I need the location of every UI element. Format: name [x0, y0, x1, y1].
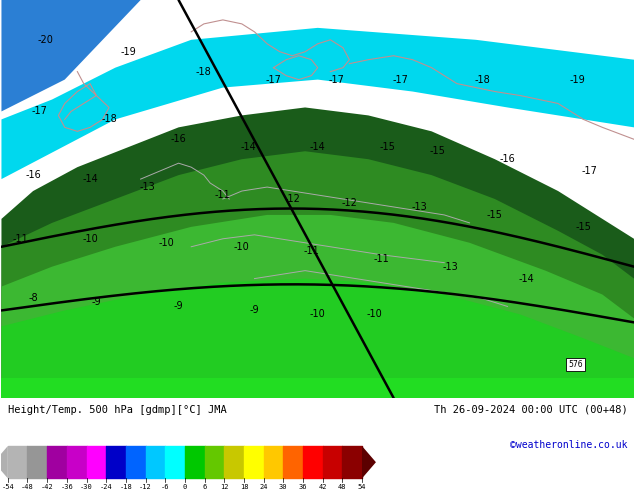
- Text: -14: -14: [240, 142, 256, 152]
- Text: -18: -18: [119, 484, 133, 490]
- Text: -10: -10: [234, 242, 250, 252]
- Text: -14: -14: [519, 273, 534, 284]
- Text: Th 26-09-2024 00:00 UTC (00+48): Th 26-09-2024 00:00 UTC (00+48): [434, 405, 628, 415]
- Polygon shape: [0, 446, 8, 478]
- Text: -17: -17: [266, 74, 281, 85]
- Text: -11: -11: [304, 246, 320, 256]
- Text: -10: -10: [310, 309, 326, 319]
- Text: -12: -12: [285, 194, 301, 204]
- Text: -9: -9: [174, 301, 183, 312]
- Text: 36: 36: [299, 484, 307, 490]
- Text: -11: -11: [215, 190, 231, 200]
- Text: -18: -18: [474, 74, 490, 85]
- Text: -24: -24: [100, 484, 113, 490]
- Text: -6: -6: [161, 484, 169, 490]
- Text: -10: -10: [158, 238, 174, 248]
- Text: -36: -36: [60, 484, 73, 490]
- Text: 54: 54: [358, 484, 366, 490]
- Text: -16: -16: [171, 134, 186, 144]
- Polygon shape: [1, 279, 634, 378]
- Text: -8: -8: [29, 294, 38, 303]
- Text: -30: -30: [80, 484, 93, 490]
- Polygon shape: [1, 378, 634, 398]
- Text: ©weatheronline.co.uk: ©weatheronline.co.uk: [510, 440, 628, 450]
- Text: -9: -9: [91, 297, 101, 308]
- Text: -15: -15: [487, 210, 503, 220]
- Text: -18: -18: [196, 67, 212, 76]
- Text: 30: 30: [279, 484, 288, 490]
- Text: -16: -16: [500, 154, 515, 164]
- Text: -16: -16: [25, 170, 41, 180]
- Text: -48: -48: [21, 484, 34, 490]
- Polygon shape: [1, 28, 634, 179]
- Text: -54: -54: [1, 484, 14, 490]
- Text: 6: 6: [202, 484, 207, 490]
- Text: -15: -15: [576, 222, 592, 232]
- Polygon shape: [362, 446, 376, 478]
- Text: -10: -10: [367, 309, 382, 319]
- Polygon shape: [1, 215, 634, 378]
- Text: 18: 18: [240, 484, 248, 490]
- Text: -10: -10: [82, 234, 98, 244]
- Text: -13: -13: [443, 262, 458, 271]
- Text: 42: 42: [318, 484, 327, 490]
- Text: -17: -17: [582, 166, 598, 176]
- Text: 576: 576: [568, 360, 583, 368]
- Polygon shape: [1, 151, 634, 378]
- Text: -15: -15: [379, 142, 395, 152]
- Text: -17: -17: [329, 74, 345, 85]
- Text: 0: 0: [183, 484, 187, 490]
- Text: 48: 48: [338, 484, 347, 490]
- Polygon shape: [1, 107, 634, 378]
- Text: -19: -19: [120, 47, 136, 57]
- Text: Height/Temp. 500 hPa [gdmp][°C] JMA: Height/Temp. 500 hPa [gdmp][°C] JMA: [8, 405, 226, 415]
- Polygon shape: [1, 0, 141, 111]
- Text: -20: -20: [38, 35, 54, 45]
- Text: -13: -13: [139, 182, 155, 192]
- Text: -11: -11: [13, 234, 29, 244]
- Text: -19: -19: [569, 74, 585, 85]
- Text: 24: 24: [259, 484, 268, 490]
- Text: -12: -12: [139, 484, 152, 490]
- Text: -14: -14: [310, 142, 326, 152]
- Text: -13: -13: [411, 202, 427, 212]
- Text: -11: -11: [373, 254, 389, 264]
- Text: -18: -18: [101, 114, 117, 124]
- Text: -42: -42: [41, 484, 53, 490]
- Text: -17: -17: [32, 106, 48, 117]
- Text: -12: -12: [342, 198, 358, 208]
- Text: -17: -17: [392, 74, 408, 85]
- Text: -15: -15: [430, 146, 446, 156]
- Text: -14: -14: [82, 174, 98, 184]
- Text: 12: 12: [220, 484, 228, 490]
- Text: -9: -9: [250, 305, 259, 316]
